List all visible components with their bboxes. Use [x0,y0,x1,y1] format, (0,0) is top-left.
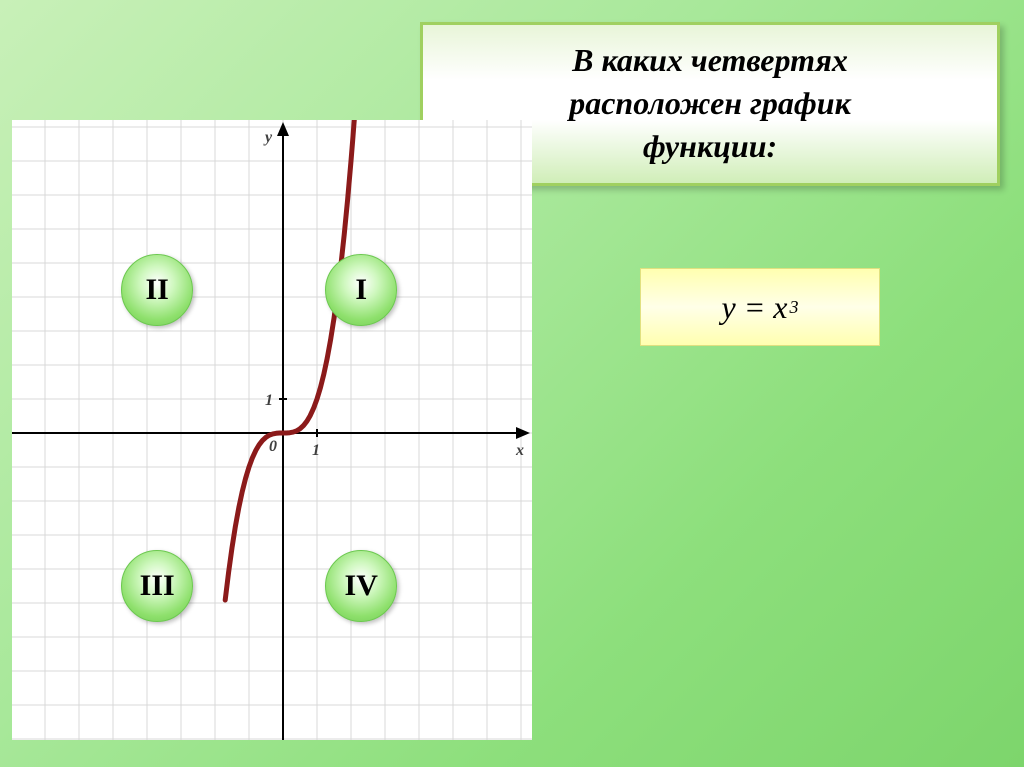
svg-text:0: 0 [269,438,277,455]
quadrant-4-label: IV [345,569,378,603]
quadrant-3-label: III [140,569,175,603]
quadrant-1-button[interactable]: I [325,254,397,326]
formula-box: y = x 3 [640,268,880,346]
formula-lhs: y = x [722,289,788,326]
svg-text:1: 1 [265,392,273,409]
svg-text:x: x [515,442,524,459]
quadrant-2-button[interactable]: II [121,254,193,326]
quadrant-3-button[interactable]: III [121,550,193,622]
formula-exponent: 3 [790,297,799,318]
title-line-1: В каких четвертях [443,39,977,82]
quadrant-1-label: I [355,273,367,307]
cubic-function-graph: y x 0 1 1 [12,120,532,740]
svg-text:1: 1 [312,442,320,459]
graph-area: y x 0 1 1 I II III IV [12,120,532,740]
title-line-2: расположен график [443,82,977,125]
quadrant-4-button[interactable]: IV [325,550,397,622]
quadrant-2-label: II [146,273,169,307]
svg-text:y: y [263,129,273,146]
